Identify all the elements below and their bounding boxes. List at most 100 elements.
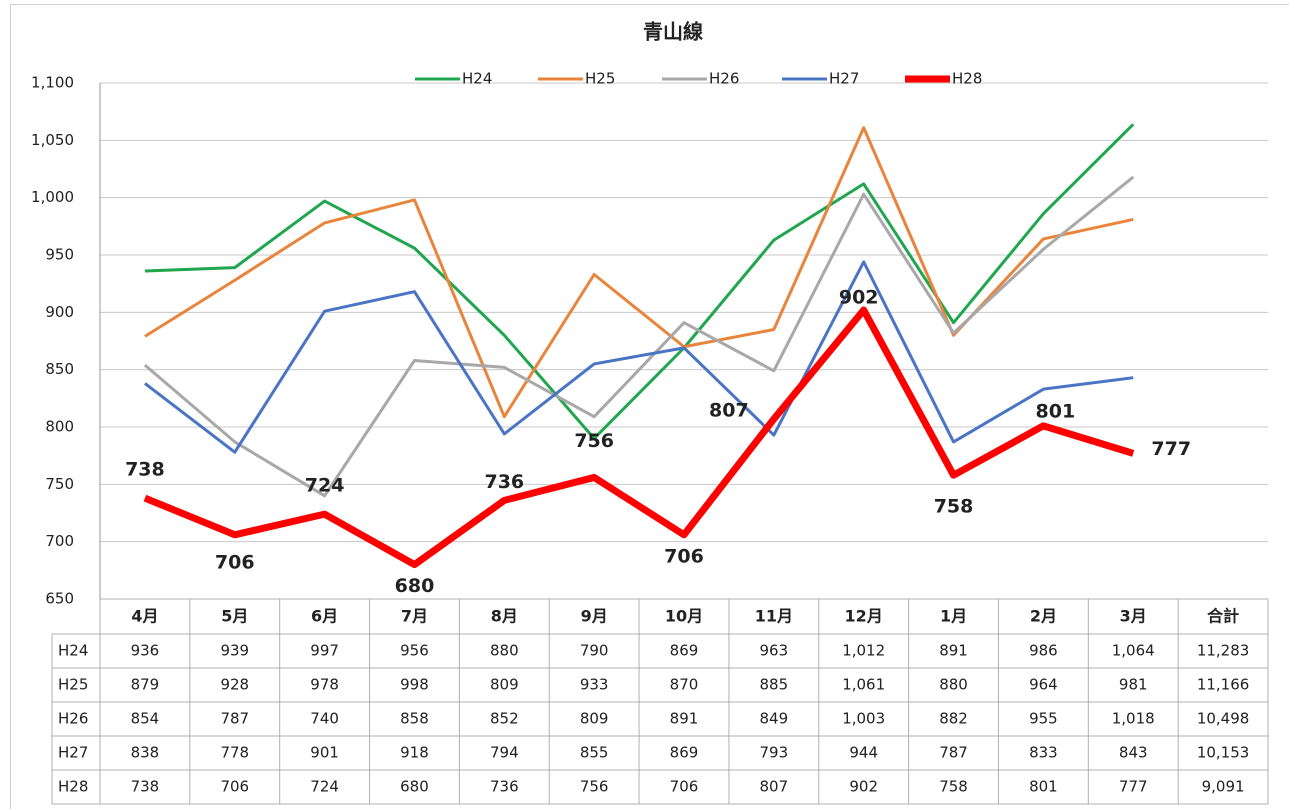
table-cell: 787 xyxy=(939,744,968,762)
y-tick-label: 950 xyxy=(45,246,74,264)
table-cell: 997 xyxy=(310,642,339,660)
table-cell: 880 xyxy=(939,676,968,694)
table-cell: 801 xyxy=(1029,778,1058,796)
legend-label: H24 xyxy=(462,70,492,88)
series-line xyxy=(144,123,1135,440)
data-label: 706 xyxy=(215,551,255,573)
table-cell: 833 xyxy=(1029,744,1058,762)
x-tick-label: 8月 xyxy=(491,607,518,626)
table-cell: 849 xyxy=(760,710,789,728)
table-row-label: H24 xyxy=(58,642,88,660)
table-row-label: H27 xyxy=(58,744,88,762)
data-label: 738 xyxy=(125,459,165,481)
y-tick-label: 700 xyxy=(45,532,74,550)
table-cell: 855 xyxy=(580,744,609,762)
table-cell: 918 xyxy=(400,744,429,762)
series-line xyxy=(143,306,1135,569)
table-cell: 794 xyxy=(490,744,519,762)
table-cell: 724 xyxy=(310,778,339,796)
table-cell: 1,012 xyxy=(842,642,885,660)
table-cell: 879 xyxy=(131,676,160,694)
x-tick-label: 7月 xyxy=(401,607,428,626)
table-row-label: H28 xyxy=(58,778,88,796)
data-label: 756 xyxy=(574,430,614,452)
table-cell: 807 xyxy=(760,778,789,796)
data-label: 801 xyxy=(1036,400,1076,422)
table-cell: 777 xyxy=(1119,778,1148,796)
legend-label: H27 xyxy=(829,70,859,88)
table-cell: 964 xyxy=(1029,676,1058,694)
table-header: 合計 xyxy=(1207,607,1239,626)
table-cell: 706 xyxy=(220,778,249,796)
table-cell: 902 xyxy=(849,778,878,796)
x-tick-label: 10月 xyxy=(665,607,703,626)
y-tick-label: 800 xyxy=(45,418,74,436)
table-cell: 680 xyxy=(400,778,429,796)
x-tick-label: 3月 xyxy=(1120,607,1147,626)
series-line xyxy=(144,260,1134,454)
data-label: 680 xyxy=(395,575,435,597)
data-label: 902 xyxy=(839,287,879,309)
table-cell: 738 xyxy=(131,778,160,796)
table-row-label: H26 xyxy=(58,710,88,728)
data-label: 807 xyxy=(709,399,749,421)
table-total: 11,283 xyxy=(1197,642,1250,660)
x-tick-label: 2月 xyxy=(1030,607,1057,626)
y-tick-label: 750 xyxy=(45,475,74,493)
table-cell: 790 xyxy=(580,642,609,660)
legend-label: H26 xyxy=(709,70,739,88)
table-cell: 736 xyxy=(490,778,519,796)
x-tick-label: 1月 xyxy=(940,607,967,626)
table-cell: 843 xyxy=(1119,744,1148,762)
data-label: 706 xyxy=(664,545,704,567)
x-tick-label: 6月 xyxy=(311,607,338,626)
x-tick-label: 5月 xyxy=(221,607,248,626)
table-cell: 891 xyxy=(670,710,699,728)
table-cell: 936 xyxy=(131,642,160,660)
data-label: 777 xyxy=(1151,438,1191,460)
table-cell: 706 xyxy=(670,778,699,796)
table-cell: 998 xyxy=(400,676,429,694)
table-cell: 852 xyxy=(490,710,519,728)
table-cell: 756 xyxy=(580,778,609,796)
table-cell: 939 xyxy=(220,642,249,660)
table-cell: 854 xyxy=(131,710,160,728)
table-cell: 901 xyxy=(310,744,339,762)
y-tick-label: 650 xyxy=(45,590,74,608)
table-cell: 933 xyxy=(580,676,609,694)
x-tick-label: 12月 xyxy=(845,607,883,626)
table-cell: 882 xyxy=(939,710,968,728)
table-cell: 740 xyxy=(310,710,339,728)
table-cell: 986 xyxy=(1029,642,1058,660)
table-cell: 891 xyxy=(939,642,968,660)
chart-title: 青山線 xyxy=(643,20,703,44)
table-cell: 1,018 xyxy=(1112,710,1155,728)
y-tick-label: 900 xyxy=(45,303,74,321)
table-cell: 858 xyxy=(400,710,429,728)
x-tick-label: 11月 xyxy=(755,607,793,626)
data-label: 736 xyxy=(484,471,524,493)
table-cell: 778 xyxy=(220,744,249,762)
table-cell: 981 xyxy=(1119,676,1148,694)
data-label: 724 xyxy=(305,475,345,497)
table-cell: 787 xyxy=(220,710,249,728)
table-cell: 869 xyxy=(670,744,699,762)
table-total: 11,166 xyxy=(1197,676,1250,694)
table-total: 9,091 xyxy=(1202,778,1245,796)
table-cell: 944 xyxy=(849,744,878,762)
table-cell: 885 xyxy=(760,676,789,694)
table-cell: 869 xyxy=(670,642,699,660)
y-tick-label: 850 xyxy=(45,360,74,378)
table-cell: 1,064 xyxy=(1112,642,1155,660)
legend-label: H28 xyxy=(952,70,982,88)
table-cell: 809 xyxy=(490,676,519,694)
x-tick-label: 4月 xyxy=(131,607,158,626)
table-cell: 793 xyxy=(760,744,789,762)
table-row-label: H25 xyxy=(58,676,88,694)
series-line xyxy=(143,175,1135,498)
table-cell: 928 xyxy=(220,676,249,694)
y-tick-label: 1,100 xyxy=(31,74,74,92)
x-tick-label: 9月 xyxy=(581,607,608,626)
table-cell: 1,003 xyxy=(842,710,885,728)
